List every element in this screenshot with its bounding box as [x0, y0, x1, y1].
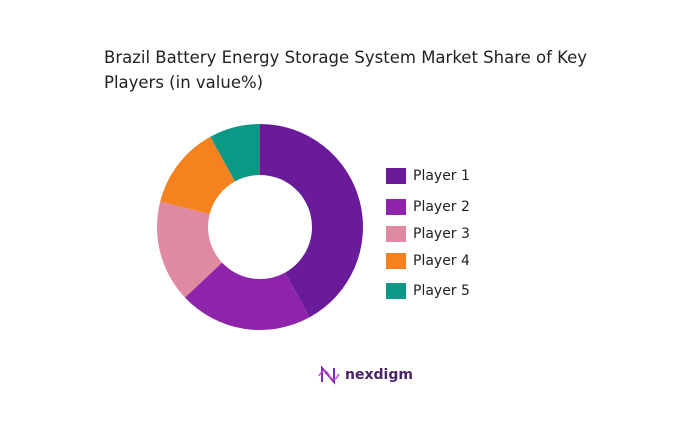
legend-swatch: [386, 199, 406, 215]
legend-swatch: [386, 226, 406, 242]
legend-label: Player 1: [413, 168, 470, 184]
legend-label: Player 2: [413, 199, 470, 215]
chart-title: Brazil Battery Energy Storage System Mar…: [104, 48, 588, 92]
legend-swatch: [386, 253, 406, 269]
slice: [260, 124, 363, 318]
legend-swatch: [386, 168, 406, 184]
slice: [156, 201, 223, 298]
legend-swatch: [386, 283, 406, 299]
legend-label: Player 4: [413, 253, 470, 269]
slice: [160, 136, 235, 215]
slice: [210, 124, 260, 182]
slice: [184, 262, 310, 330]
logo-text: nexdigm: [345, 367, 413, 383]
legend-label: Player 5: [413, 283, 470, 299]
legend-label: Player 3: [413, 226, 470, 242]
logo-icon: [318, 365, 340, 385]
